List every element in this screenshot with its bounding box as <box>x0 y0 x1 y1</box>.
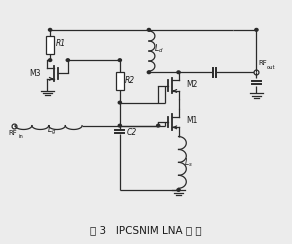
Text: in: in <box>18 134 23 139</box>
Text: $L_s$: $L_s$ <box>184 156 193 169</box>
Circle shape <box>66 59 69 61</box>
Circle shape <box>118 101 121 104</box>
Circle shape <box>157 124 160 127</box>
Circle shape <box>118 59 121 61</box>
Circle shape <box>255 29 258 31</box>
Circle shape <box>147 29 150 31</box>
Text: RF: RF <box>9 130 18 136</box>
Text: $L_d$: $L_d$ <box>154 42 164 55</box>
Text: $L_g$: $L_g$ <box>47 124 56 137</box>
Text: M3: M3 <box>29 69 41 78</box>
Circle shape <box>177 189 180 191</box>
Text: 图 3   IPCSNIM LNA 结 构: 图 3 IPCSNIM LNA 结 构 <box>90 225 202 235</box>
Text: R1: R1 <box>55 39 65 48</box>
Bar <box>116 72 124 91</box>
Circle shape <box>48 29 52 31</box>
Circle shape <box>177 71 180 74</box>
Bar <box>46 36 54 54</box>
Text: RF: RF <box>259 61 267 66</box>
Text: R2: R2 <box>125 76 135 85</box>
Text: out: out <box>267 65 275 70</box>
Circle shape <box>118 124 121 127</box>
Circle shape <box>48 59 52 61</box>
Text: M2: M2 <box>187 80 198 89</box>
Text: M1: M1 <box>187 116 198 125</box>
Circle shape <box>147 71 150 74</box>
Text: C2: C2 <box>126 128 136 137</box>
